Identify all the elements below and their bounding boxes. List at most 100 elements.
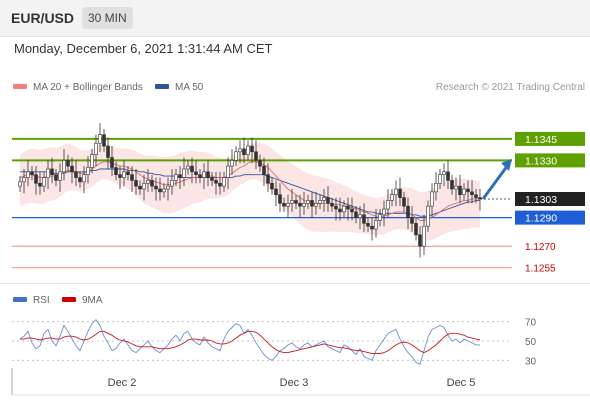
candle-body — [90, 154, 94, 168]
candle-body — [290, 200, 294, 204]
candle — [286, 194, 290, 218]
candle — [150, 174, 154, 192]
candle — [434, 171, 438, 201]
candle — [30, 166, 34, 181]
candle-body — [162, 188, 166, 193]
bollinger-band — [20, 142, 480, 241]
time-axis: Dec 2 Dec 3 Dec 5 — [11, 368, 590, 396]
candle — [382, 200, 386, 227]
candle — [210, 171, 214, 187]
level-label-1-1303: 1.1303 — [525, 194, 557, 206]
price-legend: MA 20 + Bollinger Bands MA 50 Research ©… — [13, 82, 585, 93]
candle — [478, 189, 482, 211]
candle-body — [94, 142, 98, 155]
candle-body — [98, 134, 102, 144]
candle — [446, 160, 450, 189]
ma20-legend-label: MA 20 + Bollinger Bands — [33, 82, 143, 93]
symbol-label: EUR/USD — [11, 10, 75, 26]
candle — [282, 197, 286, 212]
candle — [122, 160, 126, 187]
candle — [202, 163, 206, 189]
candle-body — [458, 185, 462, 196]
candle-body — [130, 174, 134, 181]
candle — [450, 174, 454, 195]
candle-body — [342, 205, 346, 213]
candle — [102, 128, 106, 152]
candle — [366, 217, 370, 232]
candle — [370, 217, 374, 241]
candle-body — [166, 185, 170, 190]
candle-body — [154, 185, 158, 190]
rsi-tick-30: 30 — [525, 356, 537, 367]
ma20-line — [19, 161, 480, 221]
candle — [106, 137, 110, 169]
level-label-1-1330: 1.1330 — [525, 155, 557, 167]
candle-body — [346, 205, 350, 210]
candle — [22, 168, 26, 194]
timeframe-button[interactable]: 30 MIN — [82, 7, 133, 29]
candle — [162, 183, 166, 198]
credit-label: Research © 2021 Trading Central — [436, 82, 585, 93]
candle — [394, 180, 398, 207]
candle — [134, 168, 138, 195]
level-label-1-1255: 1.1255 — [525, 264, 556, 275]
candle-body — [226, 165, 230, 178]
ma50-legend-label: MA 50 — [175, 82, 204, 93]
candle — [230, 148, 234, 175]
candle-body — [310, 200, 314, 207]
candle-body — [258, 160, 262, 167]
candle-body — [206, 171, 210, 178]
candle — [74, 160, 78, 187]
candle-body — [182, 168, 186, 178]
price-plot: 1.1345 1.1330 1.1303 1.1290 1.1270 1.1255 — [0, 123, 590, 284]
ma50-legend-swatch — [155, 84, 169, 89]
candle — [254, 140, 258, 169]
candle — [166, 177, 170, 201]
candle — [214, 171, 218, 195]
candle-body — [338, 208, 342, 213]
candle-body — [406, 205, 410, 218]
candle — [158, 177, 162, 201]
candle-body — [434, 182, 438, 193]
candle-body — [254, 151, 258, 161]
level-badge-1-1290 — [515, 210, 585, 225]
time-tick-dec-5: Dec 5 — [447, 377, 476, 389]
candle-body — [198, 174, 202, 178]
candle — [242, 137, 246, 164]
candle-body — [114, 167, 118, 175]
candle — [126, 166, 130, 181]
candle — [78, 171, 82, 188]
candle — [358, 206, 362, 230]
candle — [238, 140, 242, 164]
candle-body — [430, 191, 434, 207]
candle — [138, 180, 142, 195]
candle-body — [354, 211, 358, 218]
candle-body — [294, 200, 298, 204]
candle — [386, 189, 390, 218]
candle-body — [274, 188, 278, 196]
candle — [226, 157, 230, 189]
candle — [402, 191, 406, 212]
candle — [38, 171, 42, 195]
time-tick-dec-2: Dec 2 — [108, 377, 137, 389]
candle-body — [202, 171, 206, 178]
candle-body — [82, 174, 86, 183]
candle — [66, 154, 70, 172]
candle-body — [414, 223, 418, 236]
candle — [306, 194, 310, 210]
candle-body — [442, 171, 446, 175]
candle-body — [210, 177, 214, 181]
candle-body — [222, 177, 226, 187]
candle — [326, 186, 330, 212]
candle — [298, 194, 302, 218]
candle-body — [158, 188, 162, 193]
candle-body — [426, 205, 430, 227]
candle — [46, 160, 50, 189]
candle — [398, 177, 402, 207]
candle-body — [462, 188, 466, 196]
ma9-legend-swatch — [62, 297, 76, 302]
candle-body — [138, 185, 142, 190]
candle-body — [242, 148, 246, 155]
rsi-plot: 70 50 30 — [12, 318, 537, 367]
candle-body — [330, 203, 334, 207]
